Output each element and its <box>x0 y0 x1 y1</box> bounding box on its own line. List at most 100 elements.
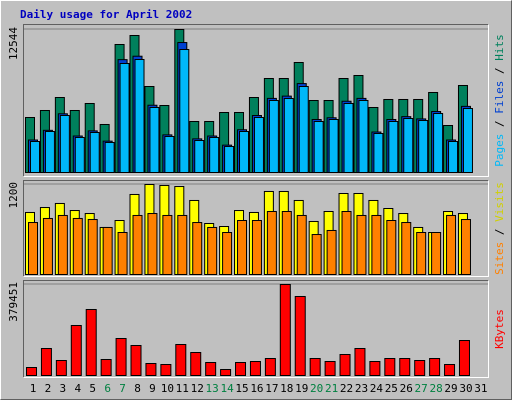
bar <box>386 220 397 275</box>
legend-entry: KBytes <box>493 309 506 349</box>
y-tick-label: 379451 <box>7 282 20 322</box>
bar <box>356 214 367 276</box>
bar <box>328 119 339 173</box>
bar <box>59 115 70 174</box>
bar <box>448 141 459 174</box>
bar <box>279 284 291 376</box>
bar <box>444 363 456 377</box>
bar <box>224 145 235 173</box>
x-tick-label: 11 <box>176 382 189 395</box>
bar <box>298 85 309 173</box>
legend-entry: Files <box>493 81 506 114</box>
panel-bevel-light <box>23 24 489 177</box>
bar <box>414 359 426 376</box>
bar <box>134 59 145 173</box>
legend: KBytes <box>493 309 506 349</box>
x-tick-label: 29 <box>444 382 457 395</box>
bar <box>117 232 128 275</box>
bar <box>220 368 232 376</box>
bar <box>164 135 175 174</box>
x-tick-label: 5 <box>89 382 96 395</box>
bar <box>371 214 382 276</box>
bar <box>311 234 322 275</box>
bar <box>253 116 264 173</box>
bar <box>149 106 160 173</box>
bar <box>205 361 217 377</box>
bar <box>44 130 55 173</box>
bar <box>343 102 354 173</box>
bar <box>179 49 190 173</box>
bar <box>358 99 369 173</box>
legend: Pages / Files / Hits <box>493 34 506 167</box>
bar <box>283 98 294 173</box>
bar <box>132 214 143 276</box>
bar <box>369 360 381 376</box>
x-tick-label: 16 <box>250 382 263 395</box>
legend-separator: / <box>493 222 506 242</box>
x-tick-label: 3 <box>60 382 67 395</box>
bar <box>313 120 324 173</box>
bar <box>388 120 399 173</box>
bar <box>28 222 38 275</box>
x-tick-label: 24 <box>370 382 384 395</box>
bar <box>416 232 427 275</box>
bar <box>147 213 158 275</box>
x-tick-label: 25 <box>385 382 398 395</box>
bar <box>190 351 202 376</box>
x-tick-label: 2 <box>45 382 52 395</box>
panel-bevel-dark <box>23 280 489 378</box>
bar <box>339 353 351 377</box>
bar <box>104 141 115 173</box>
bar <box>194 140 205 174</box>
x-tick-label: 12 <box>191 382 204 395</box>
bar <box>175 343 187 376</box>
x-tick-label: 21 <box>325 382 338 395</box>
chart-title: Daily usage for April 2002 <box>20 8 192 21</box>
bar <box>40 347 52 377</box>
bar <box>100 358 112 377</box>
bar <box>42 217 53 276</box>
bar <box>26 366 37 377</box>
bar <box>326 229 337 276</box>
y-tick-label: 12544 <box>7 27 20 60</box>
x-tick-label: 31 <box>474 382 487 395</box>
bar <box>85 308 97 377</box>
bar <box>207 226 218 276</box>
x-tick-label: 30 <box>459 382 472 395</box>
bar <box>89 131 100 173</box>
bar <box>162 214 173 276</box>
bar <box>266 211 277 275</box>
bar <box>130 344 142 377</box>
bar <box>341 211 352 275</box>
bar <box>237 220 248 275</box>
panel-bevel-dark <box>23 180 489 277</box>
x-tick-label: 20 <box>310 382 323 395</box>
panel-bevel-light <box>23 180 489 277</box>
bar <box>74 137 85 174</box>
bar <box>399 357 411 376</box>
bar <box>235 361 247 377</box>
bar <box>294 295 306 376</box>
legend-separator: / <box>493 114 506 134</box>
bar <box>458 339 470 377</box>
y-tick-label: 1200 <box>7 182 20 209</box>
bar <box>119 63 130 173</box>
bar <box>268 99 279 173</box>
x-tick-label: 18 <box>280 382 293 395</box>
bar <box>309 357 321 376</box>
bar <box>192 222 203 275</box>
bar <box>115 337 127 376</box>
x-tick-label: 7 <box>119 382 126 395</box>
bar <box>354 347 366 377</box>
bar <box>251 220 262 275</box>
x-tick-label: 17 <box>265 382 278 395</box>
x-tick-label: 23 <box>355 382 368 395</box>
x-tick-label: 9 <box>149 382 156 395</box>
bar <box>281 211 292 275</box>
x-tick-label: 1 <box>30 382 37 395</box>
bar <box>446 214 457 276</box>
bar <box>373 133 384 173</box>
bar <box>57 214 68 276</box>
legend-entry: Pages <box>493 134 506 167</box>
